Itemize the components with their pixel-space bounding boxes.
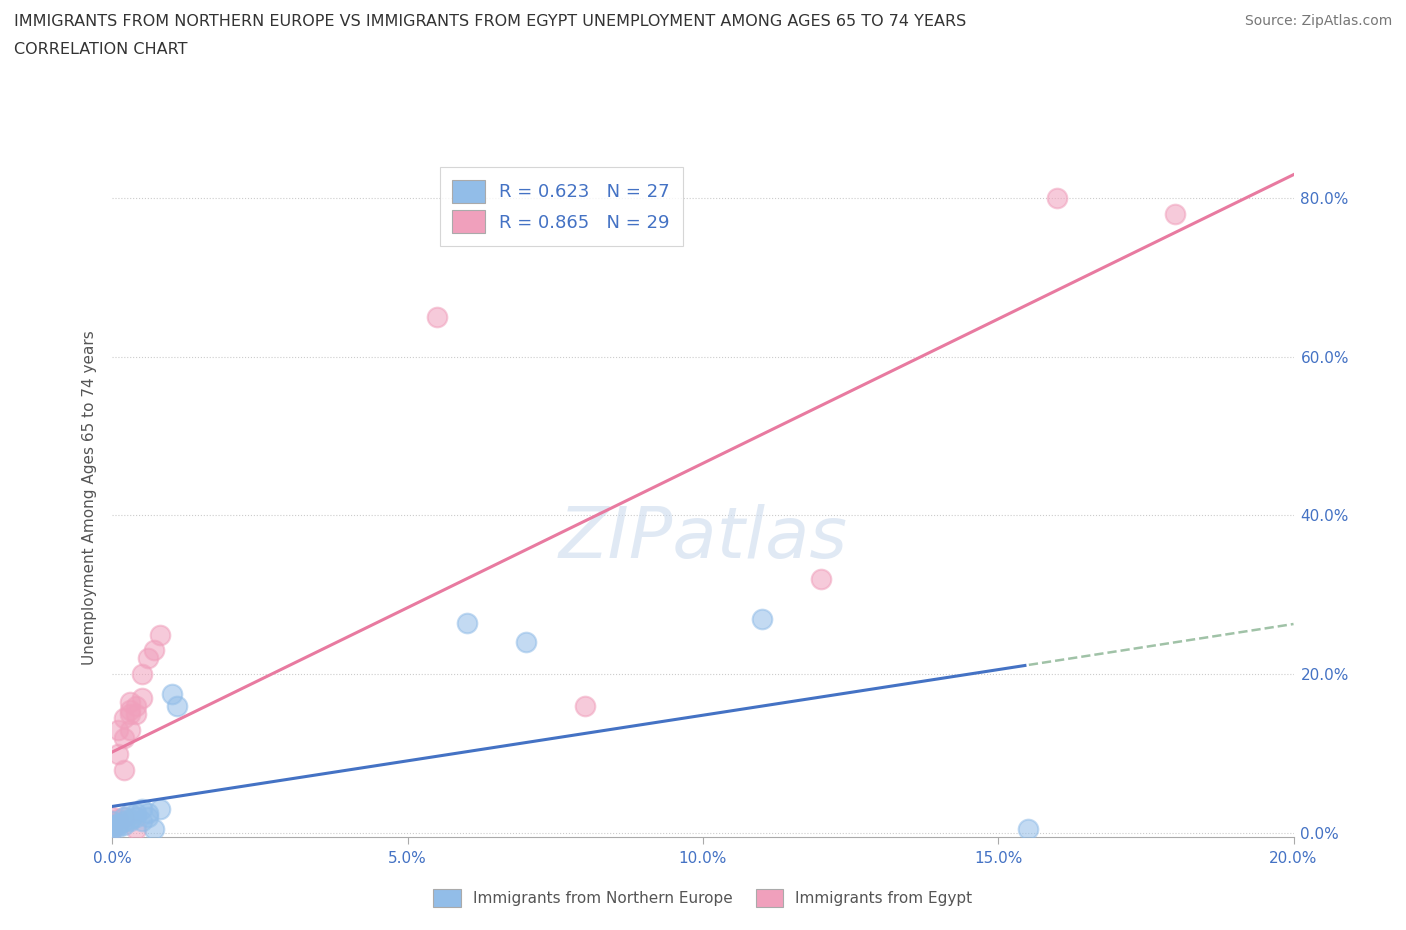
Point: [515, 635, 537, 650]
Point: [125, 707, 148, 722]
Point: [101, 819, 124, 834]
Point: [101, 817, 124, 832]
Point: [107, 723, 129, 737]
Y-axis label: Unemployment Among Ages 65 to 74 years: Unemployment Among Ages 65 to 74 years: [82, 330, 97, 665]
Point: [101, 821, 124, 836]
Point: [149, 802, 172, 817]
Point: [131, 802, 153, 817]
Point: [120, 805, 142, 820]
Point: [456, 615, 478, 630]
Point: [125, 821, 148, 836]
Point: [131, 667, 153, 682]
Point: [101, 817, 124, 832]
Point: [131, 691, 153, 706]
Text: CORRELATION CHART: CORRELATION CHART: [14, 42, 187, 57]
Point: [107, 819, 129, 834]
Point: [120, 695, 142, 710]
Point: [166, 698, 188, 713]
Text: IMMIGRANTS FROM NORTHERN EUROPE VS IMMIGRANTS FROM EGYPT UNEMPLOYMENT AMONG AGES: IMMIGRANTS FROM NORTHERN EUROPE VS IMMIG…: [14, 14, 966, 29]
Point: [136, 651, 159, 666]
Point: [120, 707, 142, 722]
Text: ZIPatlas: ZIPatlas: [558, 504, 848, 573]
Point: [149, 627, 172, 642]
Point: [120, 723, 142, 737]
Point: [112, 810, 135, 825]
Point: [125, 810, 148, 825]
Point: [112, 730, 135, 745]
Point: [107, 817, 129, 832]
Point: [136, 810, 159, 825]
Point: [810, 572, 832, 587]
Point: [120, 702, 142, 717]
Point: [142, 643, 165, 658]
Point: [120, 814, 142, 829]
Point: [107, 811, 129, 826]
Point: [120, 811, 142, 826]
Point: [112, 762, 135, 777]
Point: [107, 816, 129, 830]
Point: [160, 686, 183, 701]
Point: [136, 805, 159, 820]
Point: [131, 814, 153, 829]
Point: [112, 814, 135, 829]
Point: [1164, 206, 1187, 221]
Point: [112, 711, 135, 725]
Point: [125, 805, 148, 820]
Point: [112, 810, 135, 825]
Point: [101, 821, 124, 836]
Point: [101, 814, 124, 829]
Point: [107, 816, 129, 830]
Point: [142, 821, 165, 836]
Point: [1046, 191, 1069, 206]
Point: [101, 814, 124, 829]
Legend: Immigrants from Northern Europe, Immigrants from Egypt: Immigrants from Northern Europe, Immigra…: [427, 884, 979, 913]
Text: Source: ZipAtlas.com: Source: ZipAtlas.com: [1244, 14, 1392, 28]
Point: [751, 611, 773, 626]
Point: [1017, 821, 1039, 836]
Point: [112, 817, 135, 832]
Legend: R = 0.623   N = 27, R = 0.865   N = 29: R = 0.623 N = 27, R = 0.865 N = 29: [440, 167, 683, 246]
Point: [574, 698, 596, 713]
Point: [426, 310, 449, 325]
Point: [101, 810, 124, 825]
Point: [107, 746, 129, 761]
Point: [125, 698, 148, 713]
